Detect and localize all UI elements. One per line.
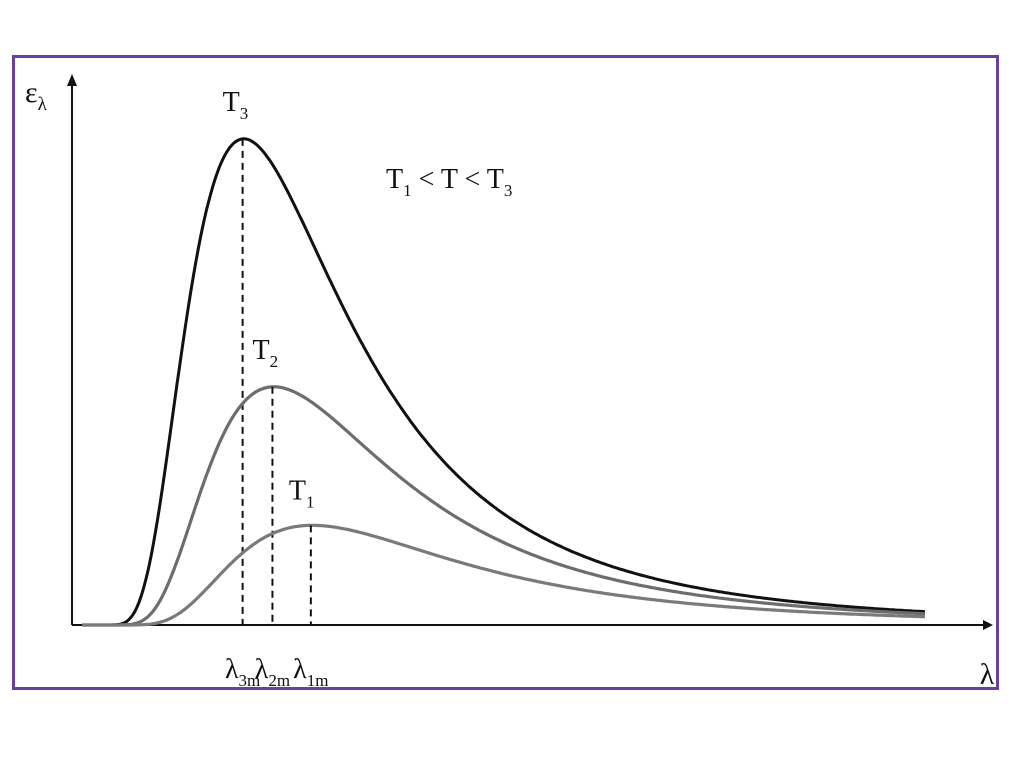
curve-label-1: T3: [223, 87, 249, 123]
peak-wavelength-label-2: λ2m: [255, 654, 290, 690]
y-axis-label: ελ: [25, 76, 48, 115]
peak-wavelength-label-3: λ1m: [293, 654, 328, 690]
curve-1: [82, 137, 926, 627]
y-axis-arrow: [67, 74, 77, 86]
curve-label-3: T1: [289, 475, 315, 511]
peak-wavelength-label-1: λ3m: [225, 654, 260, 690]
temperature-annotation: T1 < T < T3: [386, 164, 512, 200]
chart-frame: [12, 55, 999, 690]
x-axis-arrow: [983, 620, 993, 630]
curve-label-2: T2: [252, 335, 278, 371]
x-axis-label: λ: [980, 658, 995, 691]
curve-2: [82, 385, 926, 627]
curve-3: [82, 523, 925, 627]
